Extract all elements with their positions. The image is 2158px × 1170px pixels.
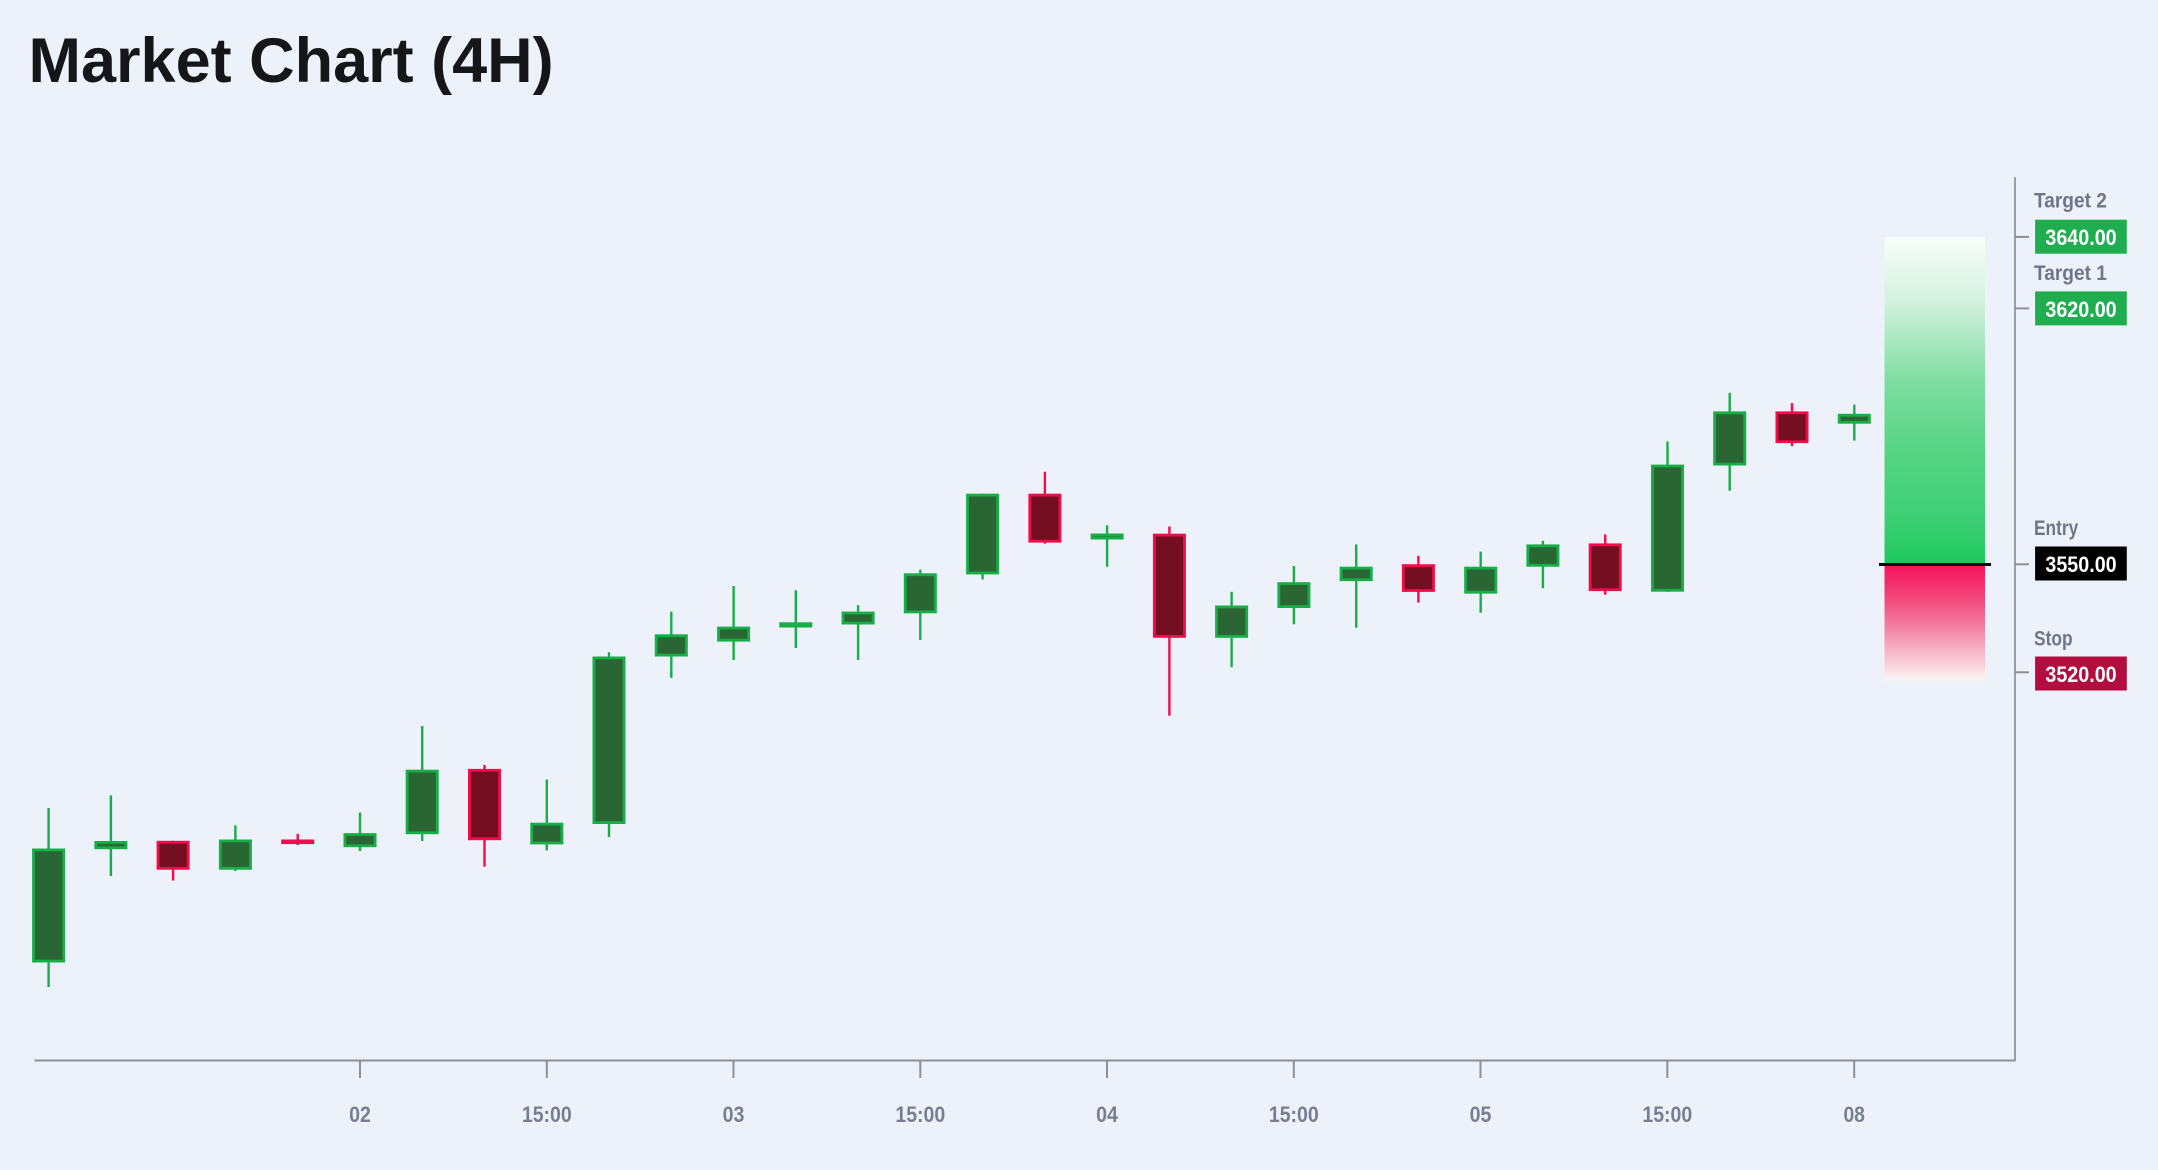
svg-text:15:00: 15:00 <box>895 1102 945 1127</box>
svg-text:Stop: Stop <box>2034 628 2073 651</box>
svg-text:15:00: 15:00 <box>1269 1102 1319 1127</box>
svg-text:Target 2: Target 2 <box>2034 190 2107 213</box>
svg-text:15:00: 15:00 <box>522 1102 572 1127</box>
svg-text:3520.00: 3520.00 <box>2045 662 2116 687</box>
svg-text:3550.00: 3550.00 <box>2045 552 2116 577</box>
svg-text:3640.00: 3640.00 <box>2045 225 2116 250</box>
svg-text:04: 04 <box>1096 1102 1118 1127</box>
svg-text:Market Chart (4H): Market Chart (4H) <box>29 26 554 96</box>
svg-text:15:00: 15:00 <box>1642 1102 1692 1127</box>
svg-text:05: 05 <box>1470 1102 1492 1127</box>
svg-text:Target 1: Target 1 <box>2034 262 2107 285</box>
svg-text:03: 03 <box>723 1102 745 1127</box>
svg-text:08: 08 <box>1843 1102 1865 1127</box>
svg-text:3620.00: 3620.00 <box>2045 297 2116 322</box>
svg-text:Entry: Entry <box>2034 517 2078 540</box>
svg-text:02: 02 <box>349 1102 371 1127</box>
